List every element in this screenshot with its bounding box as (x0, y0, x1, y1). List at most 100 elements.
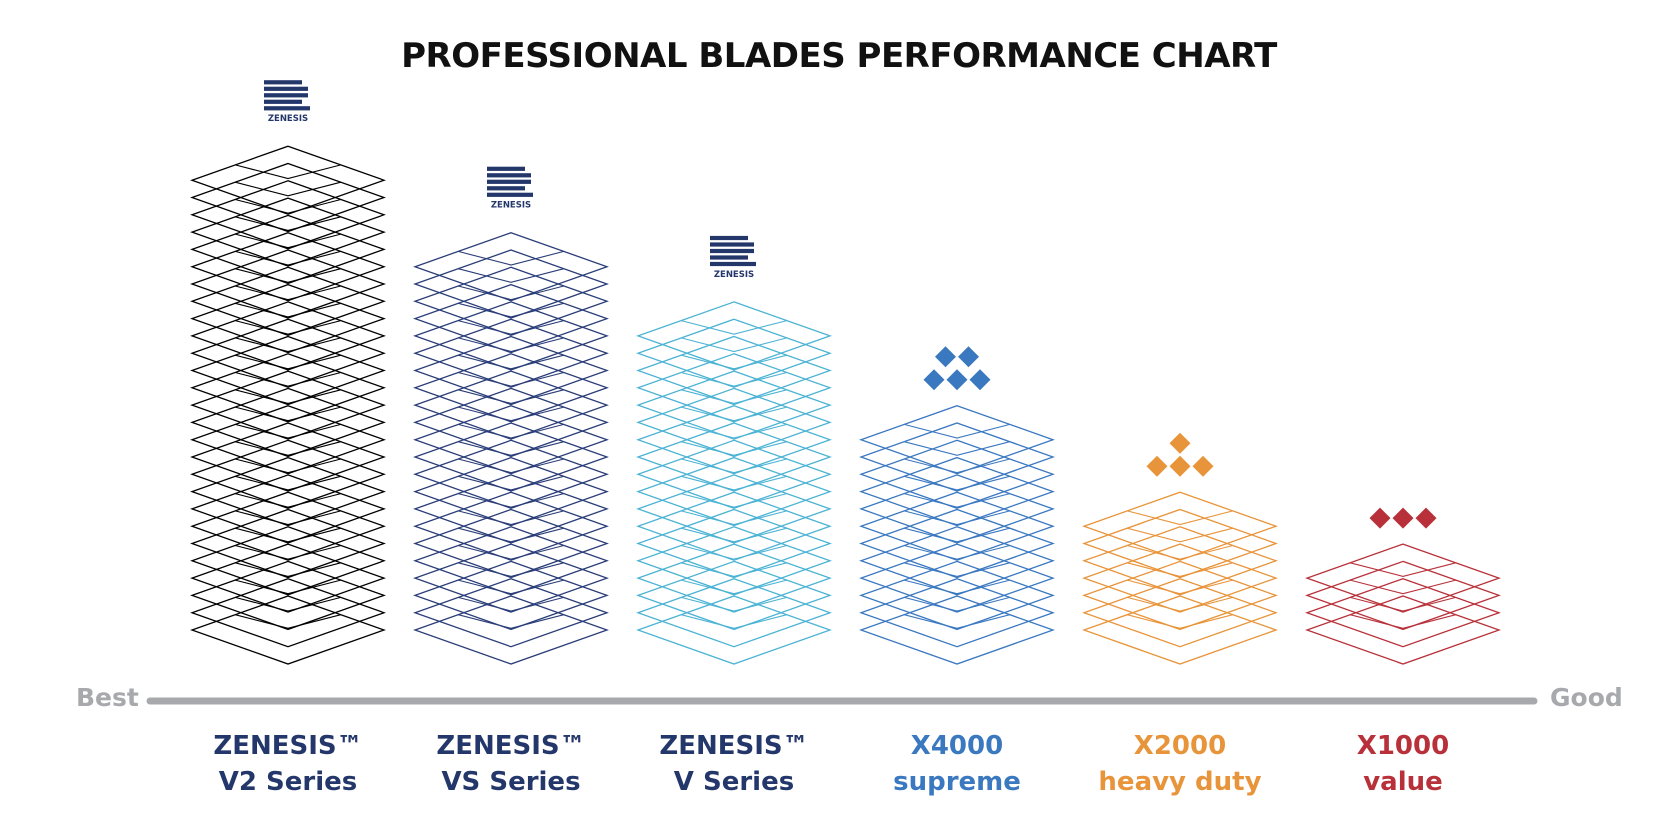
blade-layer (1305, 578, 1501, 648)
blade-layer-inner (681, 320, 787, 335)
blade-layer (413, 491, 609, 561)
axis-label-good: Good (1550, 683, 1623, 712)
diamond-mark (1392, 507, 1414, 529)
blade-layer (413, 232, 609, 302)
blade-layer-inner (681, 371, 787, 387)
blade-layer (859, 456, 1055, 527)
logo-bar (487, 179, 531, 184)
blade-layer (859, 491, 1055, 561)
blade-layer (190, 543, 386, 613)
blade-layer-inner (458, 389, 564, 404)
blade-layer-inner (458, 441, 564, 456)
blade-layer-inner (458, 423, 564, 439)
blade-stacks (190, 145, 1501, 665)
blade-layer-inner (235, 250, 341, 266)
blade-layer (190, 335, 386, 406)
blade-layer (1082, 595, 1278, 665)
diamonds-4-icon (1146, 432, 1214, 477)
blade-layer-inner (681, 406, 787, 422)
category-label-5: X2000 heavy duty (1060, 728, 1300, 800)
blade-layer (636, 508, 832, 579)
stack-1 (190, 145, 386, 665)
blade-layer-inner (235, 544, 341, 560)
zenesis-logo-icon: ZENESIS (264, 80, 310, 124)
blade-layer (413, 353, 609, 423)
blade-layer-inner (681, 423, 787, 439)
blade-layer (413, 249, 609, 319)
blade-layer-inner (235, 371, 341, 387)
blade-layer (190, 370, 386, 440)
logo-bar (264, 93, 308, 98)
category-name: ZENESIS™ (659, 731, 809, 761)
blade-layer-inner (681, 614, 787, 629)
blade-layer-inner (681, 354, 787, 370)
blade-layer-inner (235, 423, 341, 439)
diamond-mark (1192, 455, 1214, 477)
blade-layer (190, 439, 386, 509)
blade-layer-inner (235, 302, 341, 318)
blade-layer-inner (458, 579, 564, 595)
blade-layer (636, 353, 832, 423)
blade-layer-inner (458, 250, 564, 266)
blade-layer-inner (1350, 614, 1456, 629)
blade-layer-inner (235, 527, 341, 543)
blade-layer (413, 456, 609, 527)
blade-layer (413, 318, 609, 388)
chart-title: PROFESSIONAL BLADES PERFORMANCE CHART (401, 36, 1277, 76)
blade-layer-inner (681, 441, 787, 456)
diamond-mark (1415, 507, 1437, 529)
category-name: X2000 (1133, 731, 1227, 761)
blade-layer (413, 335, 609, 406)
blade-layer (190, 301, 386, 371)
blade-layer-inner (235, 562, 341, 577)
diamond-mark (1369, 507, 1391, 529)
blade-layer-inner (1350, 562, 1456, 577)
blade-layer-inner (458, 562, 564, 577)
blade-layer-inner (235, 181, 341, 197)
blade-layer-inner (235, 285, 341, 301)
blade-layer (859, 543, 1055, 613)
blade-layer-inner (458, 475, 564, 491)
blade-layer (190, 197, 386, 267)
blade-layer (636, 335, 832, 406)
blade-layer (636, 439, 832, 509)
blade-layer-inner (904, 596, 1010, 612)
blade-layer-inner (681, 475, 787, 491)
category-name: X4000 (910, 731, 1004, 761)
stack-2 (413, 232, 609, 665)
category-subname: value (1363, 767, 1443, 797)
logo-bar (264, 86, 308, 91)
blade-layer (413, 387, 609, 458)
blade-layer (636, 578, 832, 648)
blade-layer (636, 405, 832, 475)
diamonds-3-icon (1369, 507, 1437, 529)
blade-layer (413, 283, 609, 354)
blade-layer-inner (904, 527, 1010, 543)
blade-layer (190, 145, 386, 215)
stack-5 (1082, 491, 1278, 665)
blade-layer-inner (904, 493, 1010, 508)
blade-layer (859, 508, 1055, 579)
category-subname: heavy duty (1098, 767, 1262, 797)
stack-6 (1305, 543, 1501, 665)
blade-layer-inner (904, 562, 1010, 577)
logo-bar (710, 255, 748, 260)
blade-layer-inner (235, 337, 341, 353)
zenesis-logo-icon: ZENESIS (710, 235, 756, 280)
category-subname: supreme (893, 767, 1021, 797)
logo-bar (487, 186, 525, 191)
blade-layer (190, 266, 386, 336)
blade-layer (413, 595, 609, 665)
blade-layer (859, 578, 1055, 648)
blade-layer (636, 456, 832, 527)
blade-layer (413, 578, 609, 648)
blade-layer-inner (1127, 562, 1233, 577)
diamond-mark (946, 369, 968, 391)
blade-layer-inner (458, 354, 564, 370)
blade-layer-inner (235, 510, 341, 526)
blade-layer-inner (681, 493, 787, 508)
logo-bar (487, 166, 525, 171)
blade-layer (636, 560, 832, 631)
blade-layer (413, 405, 609, 475)
blade-layer (190, 162, 386, 233)
